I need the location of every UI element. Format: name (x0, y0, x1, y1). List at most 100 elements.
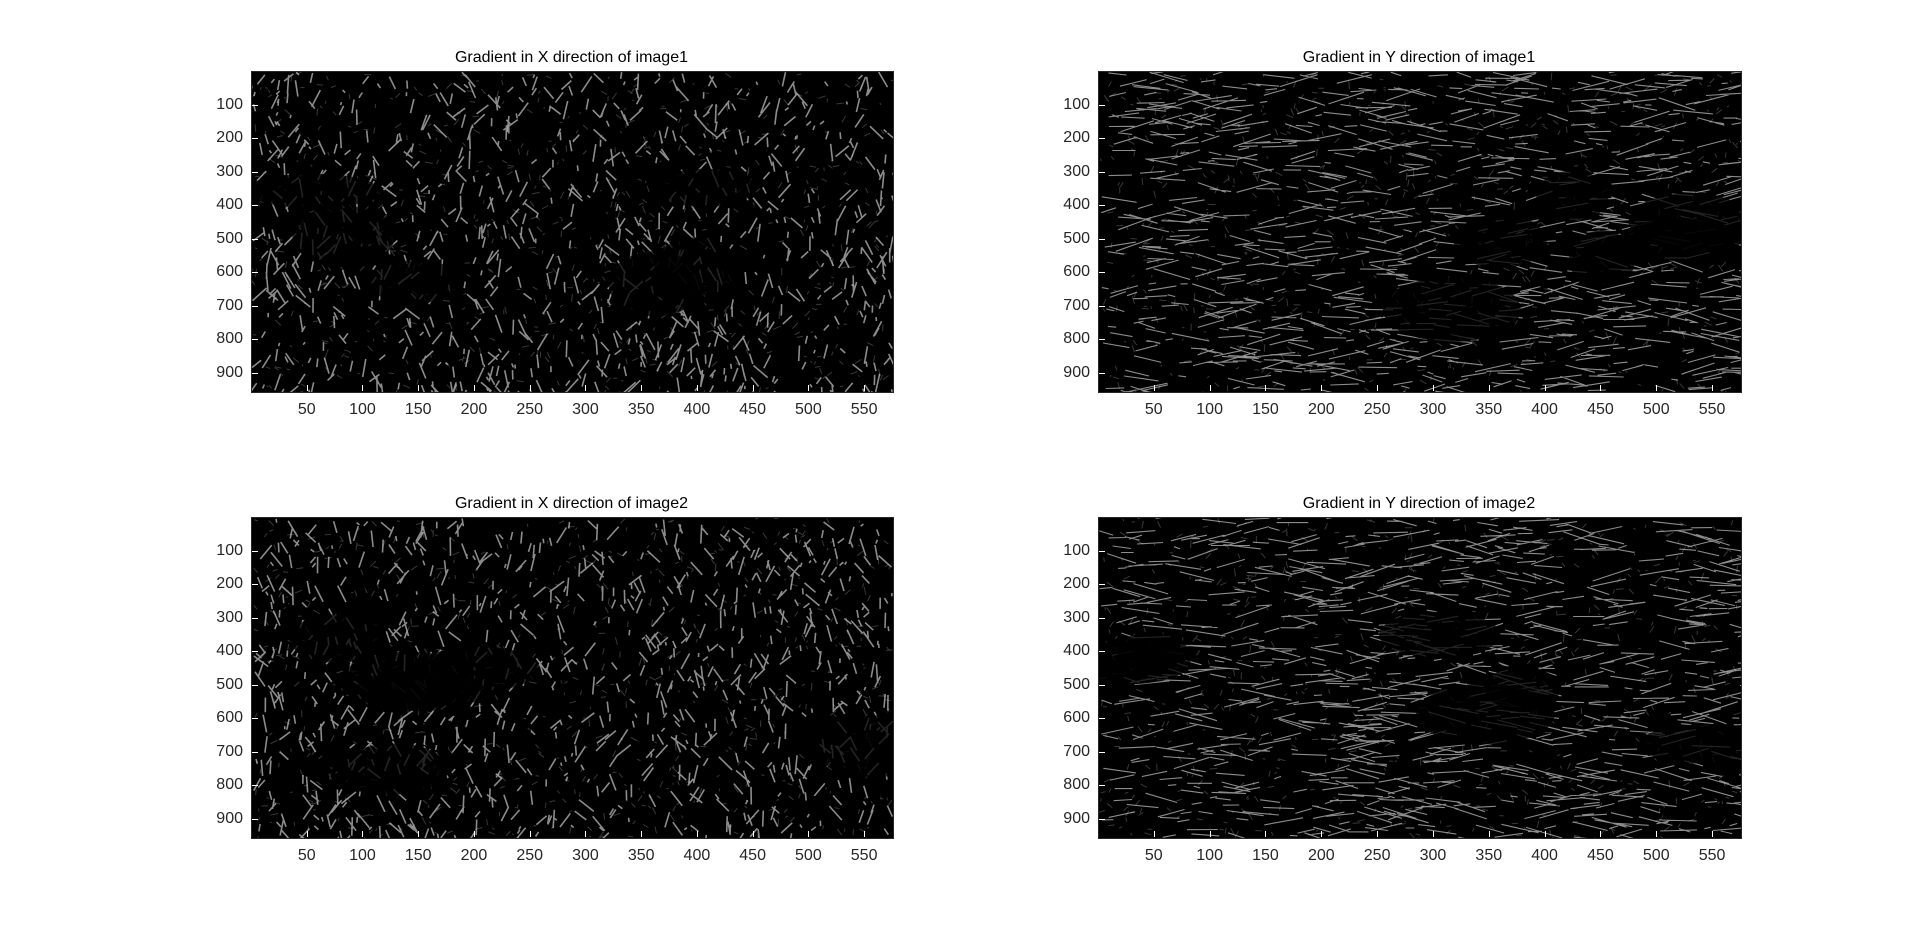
x-tick-mark (752, 385, 754, 391)
x-tick-mark (1321, 831, 1323, 837)
x-tick-mark (808, 385, 810, 391)
dark-region (608, 251, 703, 317)
dark-region (1536, 170, 1609, 222)
x-tick-label: 200 (460, 847, 488, 864)
y-tick-mark (1099, 684, 1105, 686)
x-tick-mark (1153, 385, 1155, 391)
x-tick-mark (1321, 385, 1323, 391)
x-tick-mark (306, 385, 308, 391)
x-tick-mark (473, 385, 475, 391)
y-tick-mark (1099, 617, 1105, 619)
y-tick-mark (1099, 751, 1105, 753)
dark-region (1415, 683, 1555, 745)
x-tick-label: 300 (1419, 847, 1447, 864)
x-tick-label: 50 (1144, 847, 1163, 864)
panel-title: Gradient in Y direction of image1 (1302, 49, 1536, 66)
x-tick-label: 150 (1252, 401, 1279, 418)
x-tick-mark (362, 385, 364, 391)
y-tick-label: 300 (216, 162, 243, 180)
x-tick-label: 100 (349, 401, 376, 418)
y-tick-label: 200 (216, 575, 243, 593)
x-tick-mark (696, 831, 698, 837)
y-tick-mark (1099, 171, 1105, 173)
x-tick-mark (418, 831, 420, 837)
x-tick-mark (1600, 385, 1602, 391)
dark-region (338, 743, 450, 795)
x-tick-mark (418, 385, 420, 391)
x-tick-mark (1209, 385, 1211, 391)
x-tick-mark (1265, 385, 1267, 391)
x-tick-label: 500 (1642, 847, 1670, 864)
y-tick-label: 200 (1063, 129, 1090, 147)
x-tick-mark (752, 831, 754, 837)
x-tick-mark (1377, 385, 1379, 391)
x-tick-label: 100 (1196, 401, 1223, 418)
x-tick-mark (1656, 385, 1658, 391)
y-tick-mark (1099, 584, 1105, 586)
y-tick-label: 800 (1063, 330, 1090, 348)
y-tick-mark (252, 205, 258, 207)
y-tick-label: 900 (216, 809, 243, 827)
x-tick-label: 350 (627, 401, 655, 418)
x-tick-label: 450 (1587, 847, 1614, 864)
y-tick-mark (252, 617, 258, 619)
x-tick-label: 250 (1363, 847, 1391, 864)
y-tick-label: 800 (1063, 776, 1090, 794)
y-tick-label: 800 (216, 776, 243, 794)
y-tick-label: 100 (216, 95, 243, 113)
y-tick-label: 900 (216, 363, 243, 381)
y-tick-mark (1099, 272, 1105, 274)
x-tick-mark (585, 831, 587, 837)
y-tick-mark (252, 684, 258, 686)
y-tick-mark (252, 751, 258, 753)
x-tick-label: 500 (795, 401, 822, 418)
y-tick-label: 700 (1063, 296, 1090, 314)
y-tick-mark (1099, 550, 1105, 552)
x-tick-label: 400 (683, 401, 711, 418)
dark-region (1453, 214, 1547, 269)
x-tick-mark (529, 385, 531, 391)
dark-region (1569, 230, 1636, 289)
y-tick-label: 600 (216, 709, 243, 727)
x-tick-label: 150 (404, 401, 432, 418)
x-tick-mark (585, 385, 587, 391)
y-tick-label: 200 (1063, 575, 1090, 593)
gradient-texture (1099, 518, 1741, 838)
x-tick-label: 500 (1642, 401, 1670, 418)
x-tick-mark (1153, 831, 1155, 837)
x-tick-label: 50 (297, 401, 316, 418)
dark-region (653, 168, 757, 207)
y-tick-label: 100 (1063, 95, 1090, 113)
y-tick-label: 200 (216, 129, 243, 147)
dark-region (1099, 640, 1191, 685)
x-tick-mark (1432, 831, 1434, 837)
x-tick-mark (1377, 831, 1379, 837)
x-tick-label: 400 (1531, 847, 1558, 864)
x-tick-label: 200 (1307, 401, 1335, 418)
dark-region (1382, 277, 1521, 342)
x-tick-label: 350 (627, 847, 655, 864)
x-tick-label: 500 (795, 847, 822, 864)
x-tick-mark (864, 831, 866, 837)
x-tick-mark (1600, 831, 1602, 837)
y-tick-label: 100 (216, 541, 243, 559)
dark-region (292, 205, 395, 268)
dark-region (1639, 724, 1741, 764)
gradient-texture (253, 518, 893, 838)
x-tick-mark (1656, 831, 1658, 837)
y-tick-label: 700 (216, 296, 243, 314)
x-tick-mark (306, 831, 308, 837)
x-tick-label: 550 (850, 847, 878, 864)
gradient-image (251, 71, 894, 393)
y-tick-label: 500 (1063, 675, 1090, 693)
x-tick-label: 150 (404, 847, 432, 864)
x-tick-mark (864, 385, 866, 391)
x-tick-label: 400 (683, 847, 711, 864)
panel-title: Gradient in Y direction of image2 (1302, 495, 1536, 512)
y-tick-label: 600 (1063, 263, 1090, 281)
y-tick-mark (1099, 238, 1105, 240)
panel-title: Gradient in X direction of image1 (454, 49, 688, 66)
y-tick-mark (1099, 104, 1105, 106)
y-tick-label: 400 (216, 642, 243, 660)
gradient-image (1098, 517, 1742, 839)
